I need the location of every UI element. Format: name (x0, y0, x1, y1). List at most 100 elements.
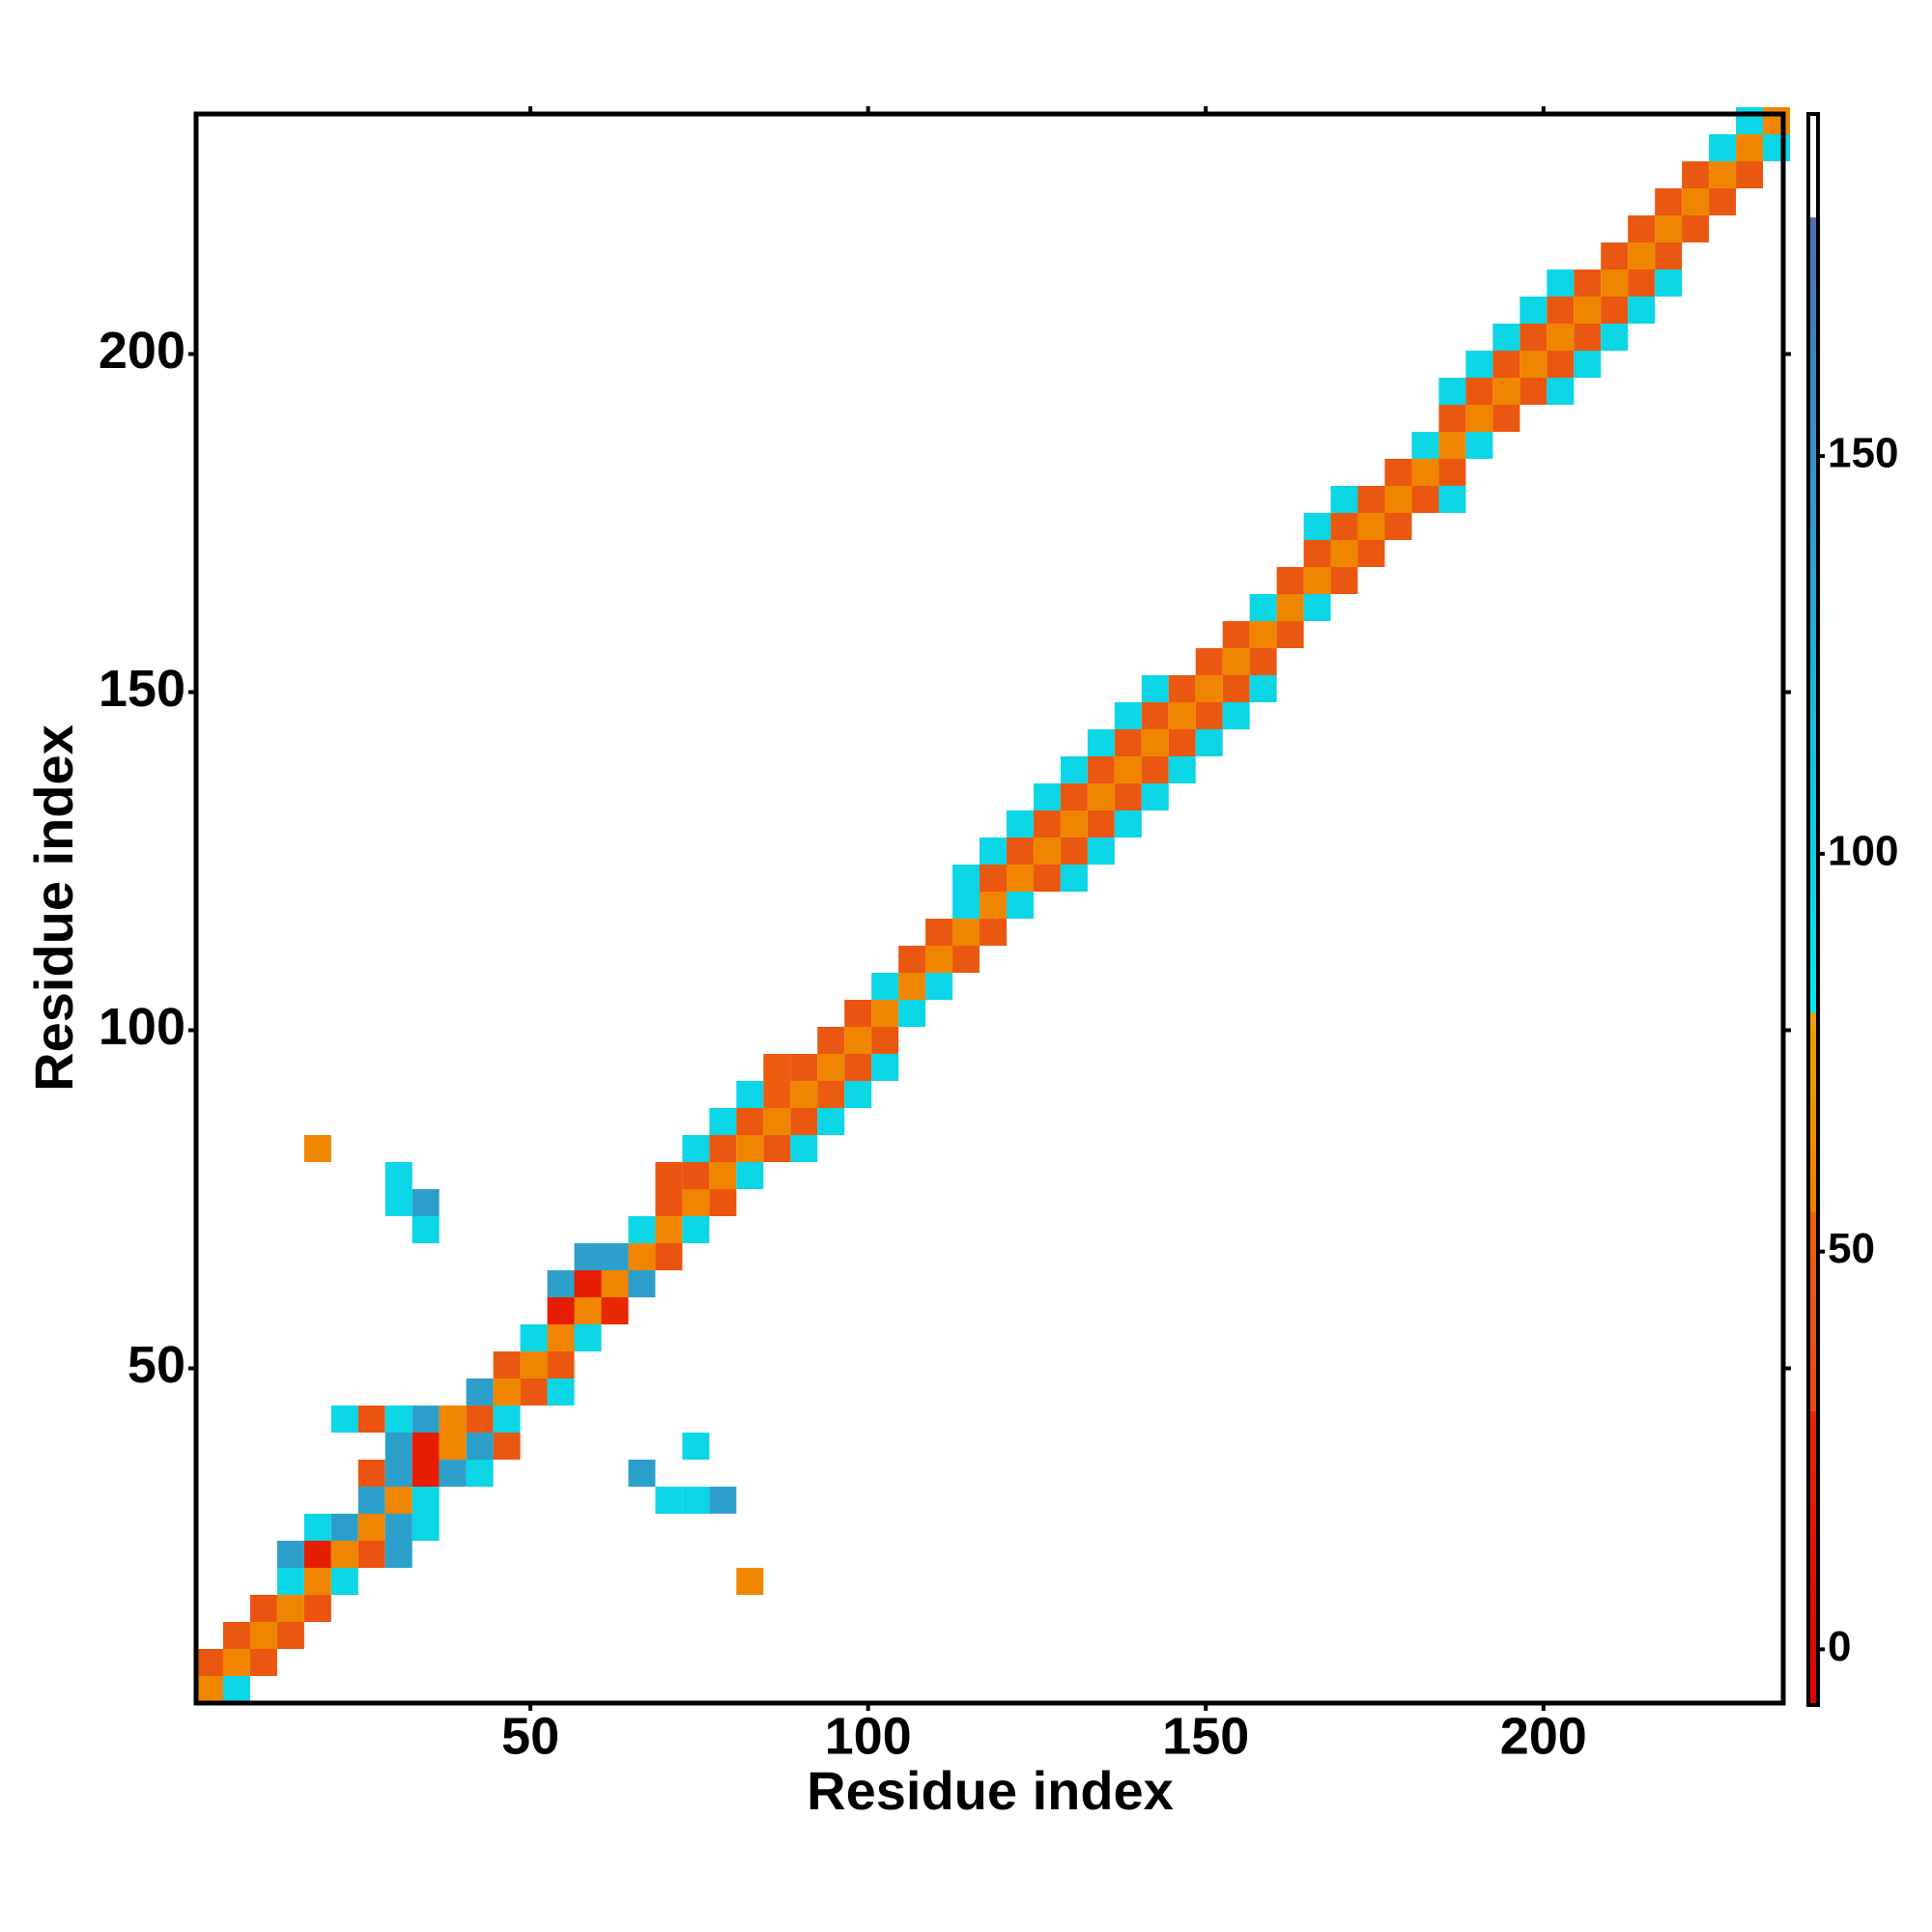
heatmap-cell (439, 1406, 467, 1433)
heatmap-cell (222, 1649, 250, 1676)
heatmap-cell (412, 1189, 440, 1216)
heatmap-cell (1168, 729, 1196, 756)
heatmap-cell (601, 1270, 629, 1297)
heatmap-cell (736, 1162, 764, 1189)
heatmap-cell (1060, 783, 1088, 810)
heatmap-cell (1006, 810, 1034, 838)
heatmap-cell (303, 1568, 331, 1595)
heatmap-cell (655, 1162, 683, 1189)
heatmap-cell (493, 1406, 521, 1433)
heatmap-cell (1330, 540, 1358, 567)
heatmap-cell (925, 973, 953, 1000)
heatmap-cell (1330, 513, 1358, 540)
heatmap-cell (466, 1433, 494, 1460)
heatmap-cell (1330, 486, 1358, 513)
heatmap-cell (817, 1108, 845, 1135)
heatmap-cell (871, 1000, 899, 1027)
heatmap-cell (1601, 324, 1629, 351)
heatmap-cell (1006, 865, 1034, 892)
heatmap-cell (1384, 513, 1412, 540)
heatmap-cell (628, 1460, 656, 1487)
heatmap-cell (790, 1054, 818, 1081)
heatmap-cell (1114, 783, 1142, 810)
heatmap-cell (1357, 486, 1385, 513)
heatmap-cell (1330, 567, 1358, 594)
heatmap-cell (466, 1460, 494, 1487)
heatmap-cell (1709, 188, 1737, 215)
heatmap-cell (303, 1514, 331, 1541)
heatmap-cell (655, 1189, 683, 1216)
x-tick-label: 200 (1500, 1707, 1587, 1765)
heatmap-cell (1141, 783, 1169, 810)
heatmap-cell (925, 946, 953, 973)
heatmap-cell (1736, 134, 1764, 161)
heatmap-cell (439, 1433, 467, 1460)
heatmap-cell (1763, 107, 1790, 134)
y-tick-label: 100 (99, 998, 185, 1056)
heatmap (196, 107, 1790, 1703)
heatmap-cell (682, 1216, 710, 1243)
heatmap-cell (1601, 297, 1629, 324)
heatmap-cell (682, 1135, 710, 1162)
heatmap-cell (520, 1351, 548, 1378)
heatmap-cell (1249, 621, 1277, 648)
heatmap-cell (1547, 324, 1575, 351)
heatmap-cell (655, 1487, 683, 1514)
heatmap-cell (1087, 838, 1115, 865)
heatmap-cell (817, 1027, 845, 1054)
heatmap-cell (412, 1487, 440, 1514)
heatmap-cell (952, 865, 980, 892)
heatmap-cell (303, 1595, 331, 1622)
heatmap-cell (520, 1378, 548, 1406)
colorbar-band (1808, 1410, 1818, 1705)
x-tick-label: 150 (1162, 1707, 1249, 1765)
y-tick-label: 150 (99, 660, 185, 718)
heatmap-cell (844, 1054, 872, 1081)
heatmap-cell (763, 1135, 791, 1162)
heatmap-cell (1736, 107, 1764, 134)
heatmap-cell (276, 1595, 304, 1622)
heatmap-cell (1114, 756, 1142, 783)
colorbar-band (1808, 217, 1818, 1013)
heatmap-cell (655, 1216, 683, 1243)
heatmap-cell (682, 1433, 710, 1460)
colorbar-band (1808, 1012, 1818, 1212)
heatmap-cell (925, 919, 953, 946)
heatmap-cell (1520, 297, 1548, 324)
heatmap-cell (1492, 405, 1520, 432)
heatmap-cell (601, 1297, 629, 1324)
heatmap-cell (384, 1460, 412, 1487)
heatmap-cell (330, 1514, 358, 1541)
heatmap-cell (844, 1027, 872, 1054)
heatmap-cell (357, 1514, 385, 1541)
heatmap-cell (871, 1027, 899, 1054)
heatmap-cell (1357, 540, 1385, 567)
heatmap-cell (1249, 675, 1277, 702)
heatmap-cell (1006, 892, 1034, 919)
heatmap-cell (1141, 675, 1169, 702)
colorbar-tick-label: 150 (1828, 430, 1898, 477)
heatmap-cell (709, 1162, 737, 1189)
heatmap-cell (1141, 702, 1169, 729)
x-axis-title: Residue index (807, 1760, 1174, 1821)
heatmap-cell (1655, 242, 1683, 270)
heatmap-cell (330, 1568, 358, 1595)
heatmap-cell (547, 1324, 575, 1351)
heatmap-cell (1276, 594, 1304, 621)
heatmap-cell (1411, 432, 1439, 459)
heatmap-cell (763, 1081, 791, 1108)
heatmap-cell (1628, 297, 1656, 324)
heatmap-cell (1438, 405, 1466, 432)
heatmap-cell (1033, 783, 1061, 810)
heatmap-cell (1682, 215, 1710, 242)
heatmap-cell (249, 1649, 277, 1676)
heatmap-cell (1114, 729, 1142, 756)
heatmap-cell (980, 865, 1007, 892)
heatmap-cell (1222, 702, 1250, 729)
heatmap-cell (249, 1595, 277, 1622)
heatmap-cell (1168, 756, 1196, 783)
heatmap-cell (1384, 459, 1412, 486)
heatmap-cell (384, 1433, 412, 1460)
heatmap-cell (412, 1433, 440, 1460)
